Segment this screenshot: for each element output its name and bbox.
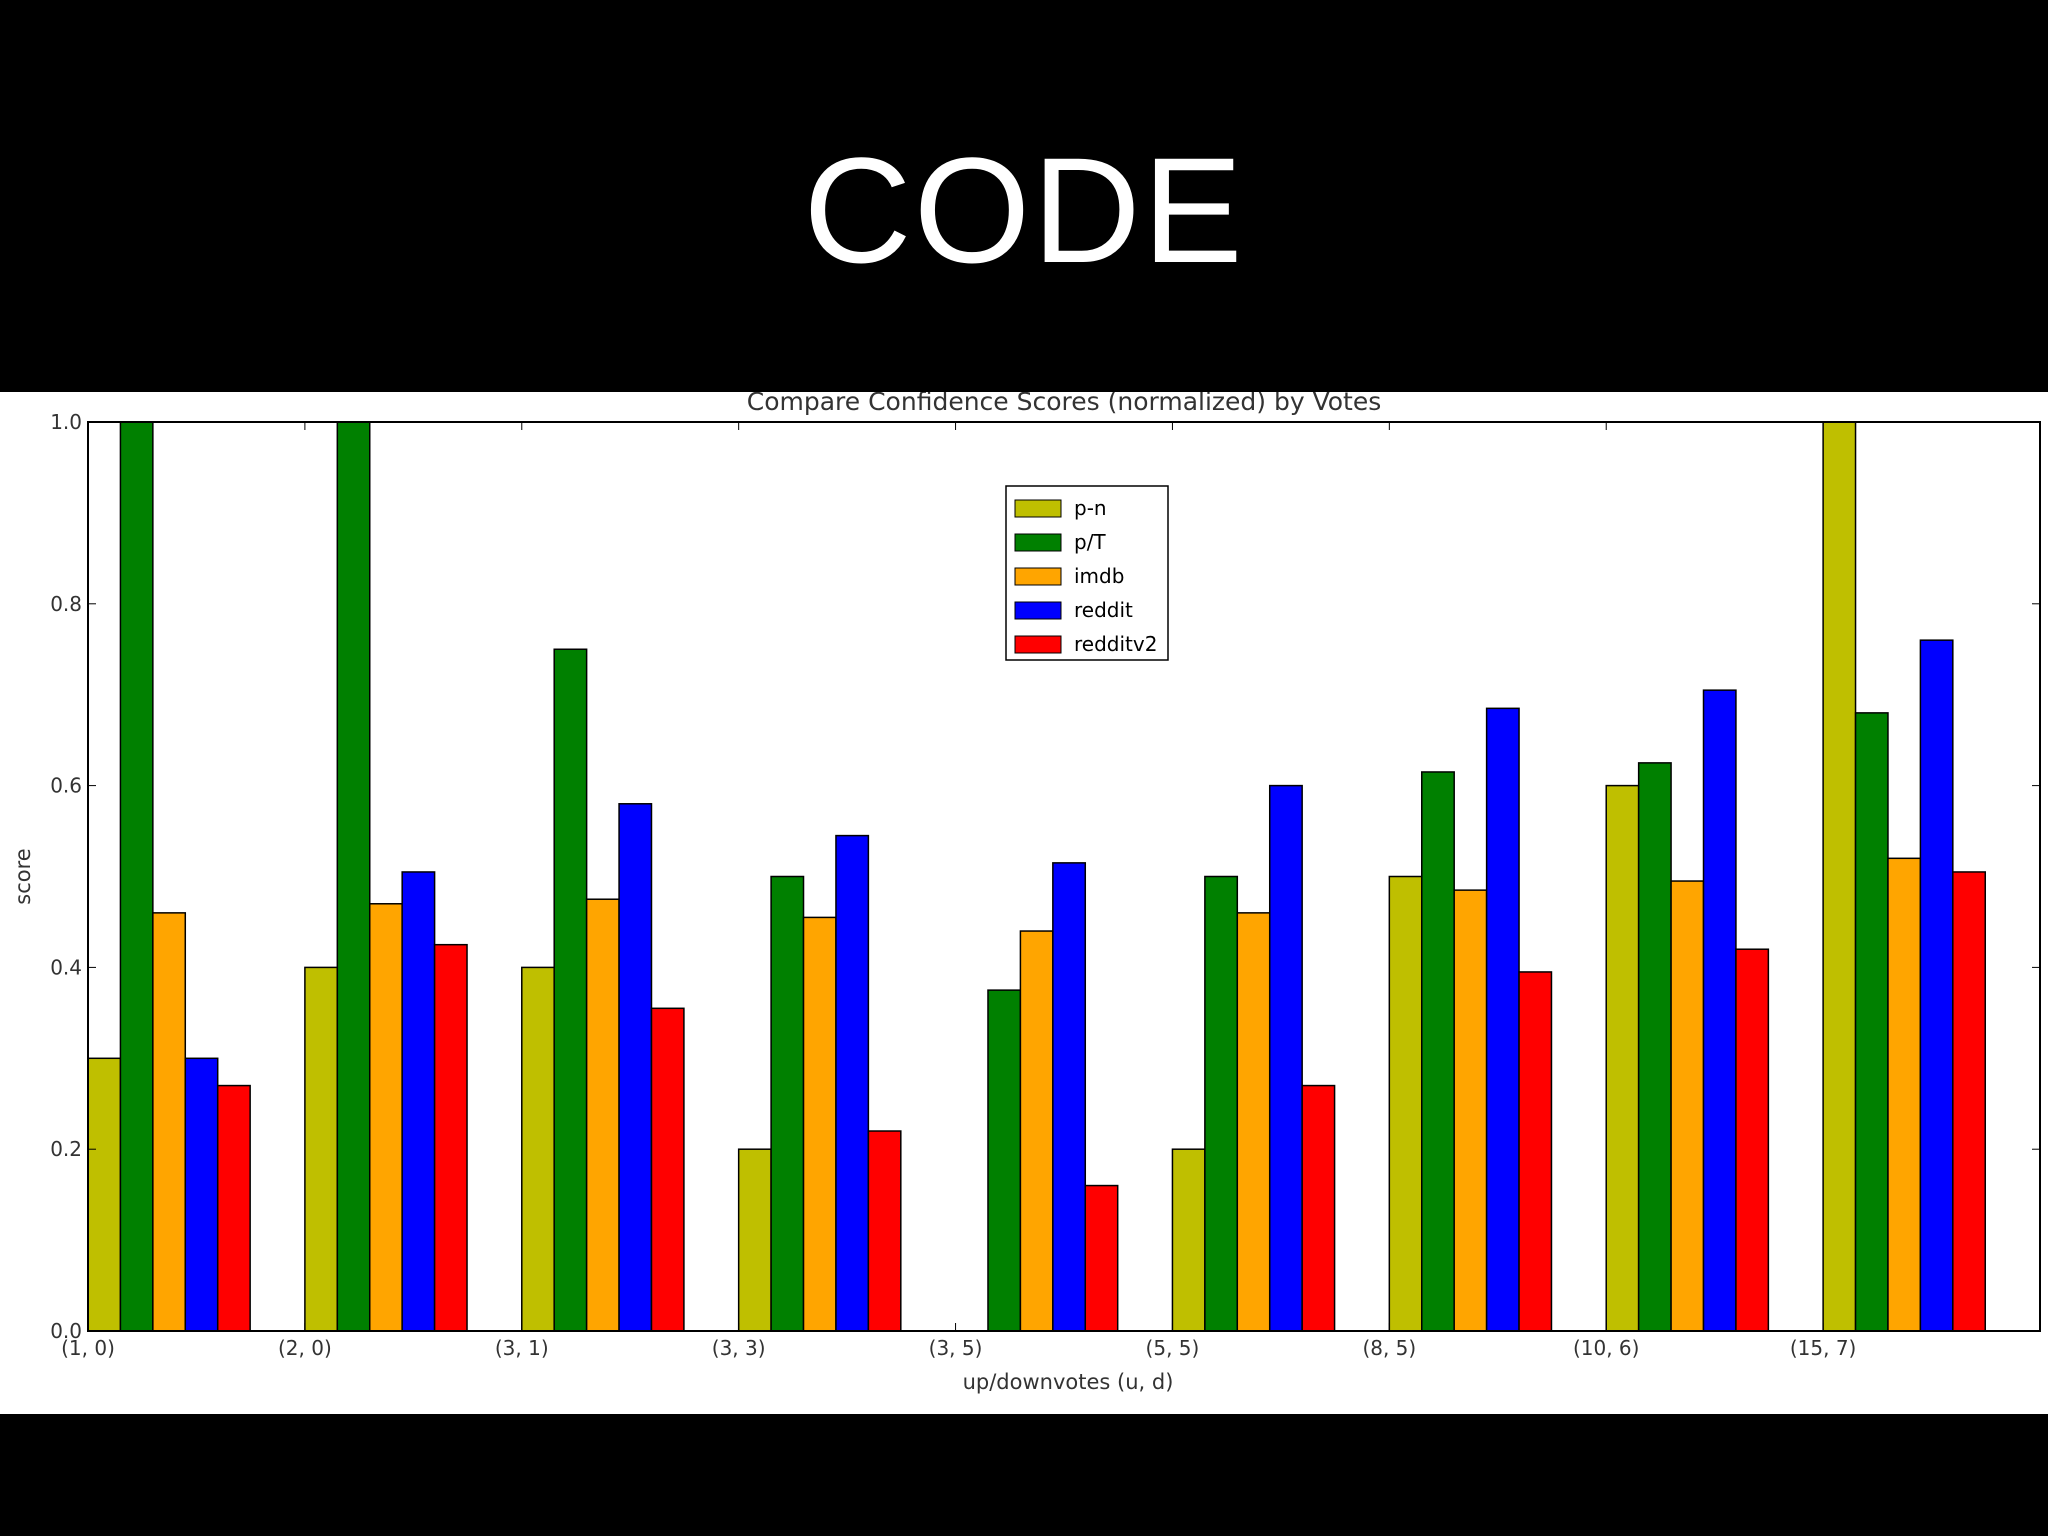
- y-tick-label: 0.0: [50, 1319, 82, 1343]
- legend: p-n p/T imdb reddit redditv2: [1005, 485, 1169, 661]
- x-tick-label: (1, 0): [61, 1336, 115, 1360]
- bar-imdb-7: [1670, 880, 1705, 1332]
- legend-swatch: [1014, 567, 1062, 586]
- x-tick-label: (2, 0): [278, 1336, 332, 1360]
- y-tick-label: 0.6: [50, 774, 82, 798]
- bar-p-t-1: [336, 421, 371, 1332]
- x-tick-label: (5, 5): [1146, 1336, 1200, 1360]
- bar-reddit-1: [401, 871, 436, 1332]
- x-tick-label: (10, 6): [1573, 1336, 1640, 1360]
- plot-frame: [87, 421, 2041, 1332]
- bar-p-n-7: [1605, 784, 1640, 1332]
- bar-p-t-8: [1854, 712, 1889, 1332]
- x-axis-title: up/downvotes (u, d): [963, 1370, 1174, 1394]
- bar-reddit-0: [184, 1057, 219, 1332]
- bar-p-t-4: [987, 989, 1022, 1332]
- bar-reddit-4: [1052, 862, 1087, 1332]
- bar-redditv2-0: [216, 1084, 251, 1332]
- bar-reddit-7: [1702, 689, 1737, 1332]
- bar-imdb-5: [1236, 912, 1271, 1332]
- bar-reddit-3: [835, 834, 870, 1332]
- bar-imdb-2: [585, 898, 620, 1332]
- bar-p-t-6: [1421, 771, 1455, 1332]
- y-axis-title: score: [11, 848, 35, 904]
- ticks-layer: 0.0 0.2 0.4 0.6 0.8 1.0 (1, 0) (2, 0) (3, 1) (3, …: [50, 410, 2040, 1360]
- bar-p-t-3: [770, 875, 805, 1332]
- bar-p-n-8: [1822, 421, 1857, 1332]
- legend-label: reddit: [1074, 598, 1133, 622]
- bar-redditv2-3: [867, 1130, 902, 1332]
- bar-p-t-7: [1637, 762, 1672, 1332]
- legend-label: p/T: [1074, 530, 1106, 554]
- bar-redditv2-8: [1952, 871, 1987, 1332]
- x-tick-label: (8, 5): [1362, 1336, 1416, 1360]
- bar-imdb-3: [802, 916, 837, 1332]
- bar-p-t-2: [553, 648, 588, 1332]
- bar-reddit-6: [1485, 707, 1520, 1332]
- bar-reddit-2: [618, 803, 653, 1332]
- bar-imdb-1: [368, 903, 403, 1332]
- bar-p-n-6: [1388, 875, 1423, 1332]
- legend-swatch: [1014, 533, 1062, 552]
- bar-redditv2-5: [1301, 1084, 1336, 1332]
- y-tick-label: 0.8: [50, 592, 82, 616]
- legend-swatch: [1014, 499, 1062, 518]
- bar-imdb-8: [1887, 857, 1922, 1332]
- legend-swatch: [1014, 601, 1062, 620]
- x-tick-label: (3, 1): [495, 1336, 549, 1360]
- x-tick-label: (3, 3): [712, 1336, 766, 1360]
- bar-redditv2-6: [1518, 971, 1553, 1332]
- chart-title: Compare Confidence Scores (normalized) b…: [747, 392, 1382, 416]
- bar-reddit-8: [1919, 639, 1954, 1332]
- legend-label: imdb: [1074, 564, 1124, 588]
- bar-p-n-3: [737, 1148, 772, 1332]
- bars-layer: [87, 421, 1987, 1332]
- x-tick-label: (3, 5): [929, 1336, 983, 1360]
- slide-title: CODE: [803, 126, 1245, 294]
- bar-imdb-4: [1019, 930, 1054, 1332]
- bar-p-n-2: [521, 966, 555, 1332]
- bar-redditv2-4: [1084, 1184, 1119, 1332]
- bar-p-n-0: [87, 1057, 122, 1332]
- legend-swatch: [1014, 635, 1062, 654]
- y-tick-label: 1.0: [50, 410, 82, 434]
- y-tick-label: 0.4: [50, 955, 82, 979]
- bar-redditv2-2: [650, 1007, 685, 1332]
- bar-imdb-6: [1453, 889, 1488, 1332]
- bar-p-n-1: [304, 966, 339, 1332]
- bar-redditv2-7: [1735, 948, 1770, 1332]
- x-tick-label: (15, 7): [1790, 1336, 1857, 1360]
- legend-label: p-n: [1074, 496, 1107, 520]
- bar-reddit-5: [1268, 784, 1303, 1332]
- bar-p-t-0: [119, 421, 154, 1332]
- bar-p-n-5: [1171, 1148, 1206, 1332]
- chart-panel: Compare Confidence Scores (normalized) b…: [0, 392, 2048, 1414]
- grouped-bar-chart: Compare Confidence Scores (normalized) b…: [11, 392, 2041, 1394]
- bar-redditv2-1: [433, 943, 468, 1332]
- y-tick-label: 0.2: [50, 1137, 82, 1161]
- bar-imdb-0: [152, 912, 187, 1332]
- bar-p-t-5: [1204, 875, 1239, 1332]
- legend-label: redditv2: [1074, 632, 1157, 656]
